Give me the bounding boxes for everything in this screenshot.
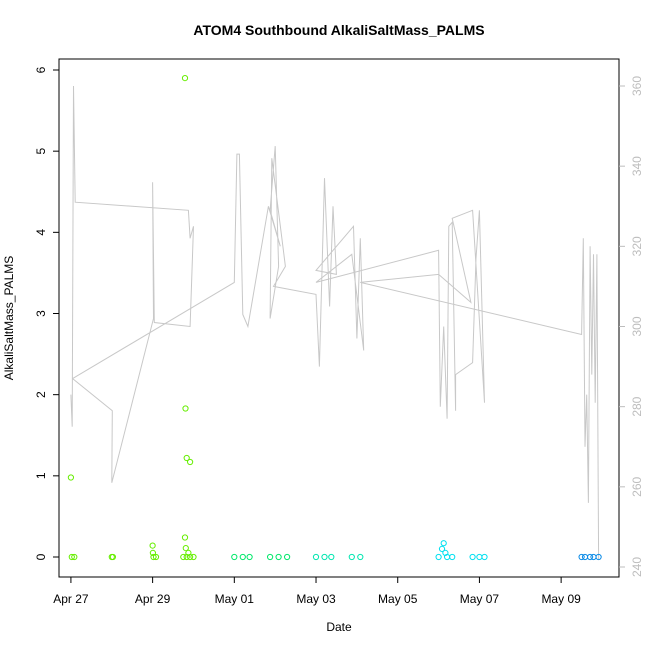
- data-point: [587, 553, 594, 561]
- data-point: [187, 458, 194, 466]
- y2-tick-label: 320: [630, 236, 644, 256]
- x-tick-label: May 01: [215, 592, 255, 606]
- data-point: [442, 549, 449, 557]
- data-point: [435, 553, 442, 561]
- data-point: [183, 454, 190, 462]
- secondary-line-layer: [70, 85, 600, 560]
- y2-tick-label: 360: [630, 76, 644, 96]
- data-point: [469, 553, 476, 561]
- y2-tick-label: 300: [630, 316, 644, 336]
- data-point: [181, 75, 189, 82]
- x-tick-label: May 09: [541, 592, 581, 606]
- plot-frame: [58, 58, 620, 578]
- y-axis-label: AlkaliSaltMass_PALMS: [2, 256, 16, 381]
- y-tick-label: 2: [34, 391, 48, 398]
- data-point: [267, 553, 274, 561]
- y2-tick-label: 260: [630, 477, 644, 497]
- x-axis-label: Date: [326, 620, 352, 634]
- y2-tick-label: 280: [630, 396, 644, 416]
- y-tick-label: 1: [34, 472, 48, 479]
- data-point: [357, 553, 364, 561]
- data-point: [152, 553, 160, 561]
- data-point: [440, 540, 447, 547]
- data-point: [239, 553, 246, 561]
- data-point: [149, 549, 156, 557]
- y2-tick-label: 340: [630, 156, 644, 176]
- x-axis: Apr 27 Apr 29 May 01 May 03 May 05 May 07 May …: [53, 577, 581, 606]
- data-point: [438, 545, 446, 553]
- data-point: [109, 553, 117, 561]
- chart-title: ATOM4 Southbound AlkaliSaltMass_PALMS: [193, 22, 484, 38]
- y2-tick-label: 240: [630, 557, 644, 577]
- data-point: [67, 474, 75, 481]
- data-point: [590, 553, 597, 561]
- data-point: [149, 542, 156, 549]
- y-tick-label: 3: [34, 310, 48, 317]
- secondary-series-line: [70, 85, 600, 560]
- y2-axis: 240 260 280 300 320 340 360: [619, 76, 644, 577]
- data-point: [150, 553, 157, 561]
- x-tick-label: Apr 27: [53, 592, 89, 606]
- data-point: [321, 553, 328, 561]
- x-tick-label: May 05: [378, 592, 418, 606]
- data-point: [595, 553, 602, 561]
- y-axis: 0 1 2 3 4 5 6: [34, 66, 59, 560]
- points-layer: [67, 75, 602, 561]
- data-point: [328, 553, 335, 561]
- data-point: [312, 553, 320, 561]
- data-point: [481, 553, 488, 561]
- data-point: [581, 553, 589, 561]
- data-point: [187, 553, 194, 561]
- data-point: [246, 553, 253, 561]
- y-tick-label: 4: [34, 229, 48, 236]
- data-point: [275, 553, 282, 561]
- x-tick-label: May 07: [460, 592, 500, 606]
- data-point: [476, 553, 483, 561]
- data-point: [190, 553, 197, 561]
- x-tick-label: Apr 29: [135, 592, 171, 606]
- data-point: [284, 553, 291, 561]
- data-point: [449, 553, 456, 561]
- data-point: [231, 553, 238, 561]
- y-tick-label: 0: [34, 553, 48, 560]
- data-point: [348, 553, 355, 561]
- y-tick-label: 5: [34, 148, 48, 155]
- data-point: [68, 553, 75, 561]
- data-point: [182, 405, 189, 412]
- data-point: [71, 553, 78, 561]
- data-point: [182, 545, 189, 552]
- data-point: [180, 553, 187, 561]
- y-tick-label: 6: [34, 66, 48, 73]
- data-point: [183, 553, 190, 561]
- data-point: [578, 553, 585, 561]
- x-tick-label: May 03: [296, 592, 336, 606]
- data-point: [181, 534, 189, 541]
